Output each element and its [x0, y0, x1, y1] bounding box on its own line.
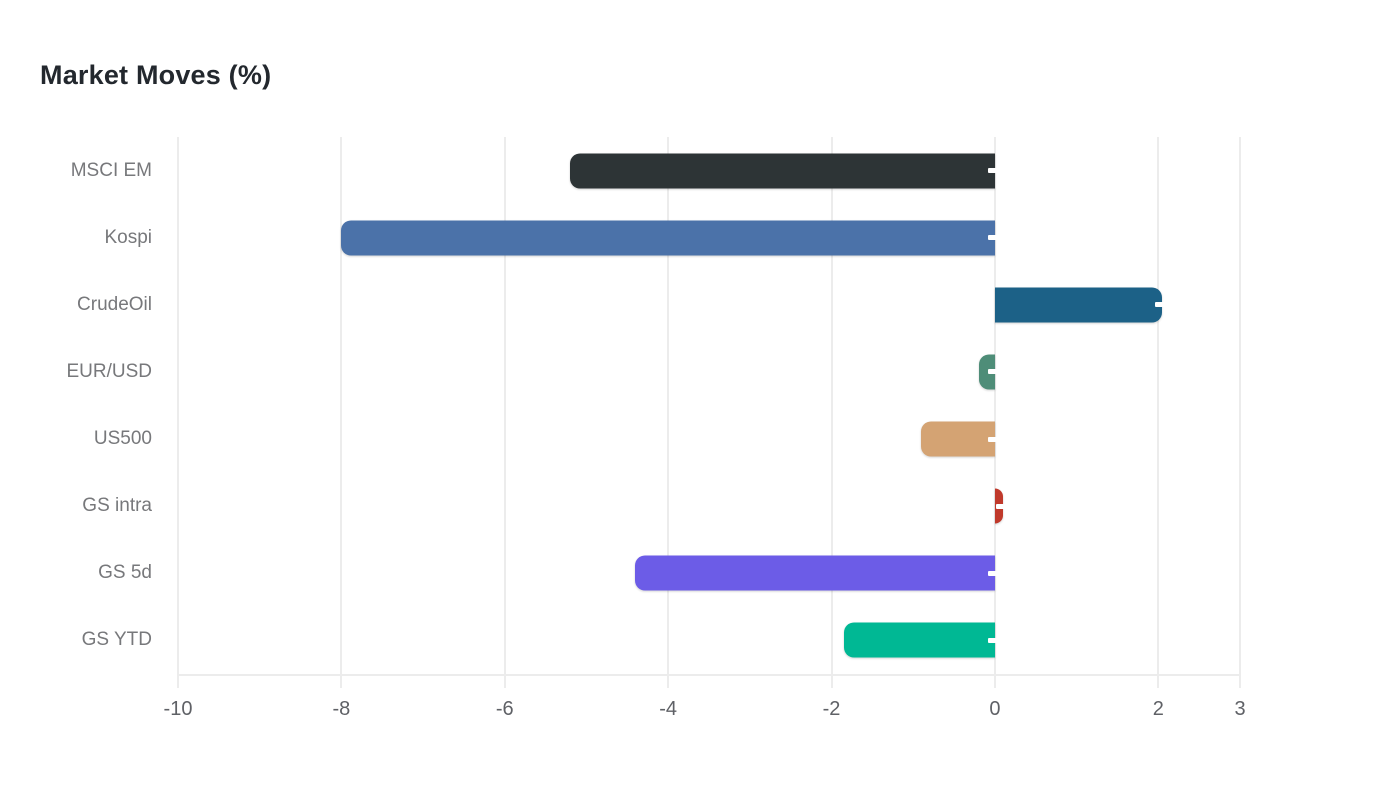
x-tick-label: -8: [332, 698, 351, 720]
category-label: Kospi: [104, 226, 152, 248]
x-axis-line: [178, 674, 1240, 676]
x-gridline: [503, 137, 506, 674]
x-gridline: [1239, 137, 1241, 674]
category-label: EUR/USD: [66, 360, 152, 382]
bar-end-marker: [987, 436, 998, 442]
bar-end-marker: [996, 503, 1007, 509]
bar-eur-usd: [978, 354, 998, 390]
x-axis-tick: [830, 674, 833, 688]
x-axis-tick: [503, 674, 506, 688]
x-axis-tick: [993, 674, 996, 688]
x-gridline: [340, 137, 343, 674]
x-tick-label: 2: [1152, 698, 1164, 720]
bar-us500: [921, 421, 998, 457]
category-label: GS 5d: [98, 562, 152, 584]
x-tick-label: -10: [163, 698, 193, 720]
x-tick-label: 3: [1234, 698, 1246, 720]
bar-end-marker: [987, 570, 998, 576]
bar-end-marker: [987, 637, 998, 643]
x-gridline: [667, 137, 670, 674]
x-gridline: [830, 137, 833, 674]
x-gridline: [1157, 137, 1160, 674]
chart-title: Market Moves (%): [40, 60, 272, 90]
bar-end-marker: [987, 168, 998, 174]
bar-gs-intra: [994, 488, 1007, 524]
bar-msci-em: [570, 153, 998, 189]
bar-end-marker: [987, 369, 998, 375]
category-label: GS YTD: [81, 629, 152, 651]
x-tick-label: -6: [495, 698, 514, 720]
x-tick-label: -2: [822, 698, 841, 720]
bar-gs-5d: [635, 555, 998, 591]
x-gridline: [993, 137, 996, 674]
x-axis-tick: [667, 674, 670, 688]
bar-crudeoil: [994, 287, 1166, 323]
x-axis-tick: [1239, 674, 1241, 688]
x-axis-tick: [1157, 674, 1160, 688]
x-axis-tick: [340, 674, 343, 688]
bar-end-marker: [987, 235, 998, 241]
x-gridline: [177, 137, 179, 674]
category-label: US500: [93, 428, 152, 450]
x-axis-tick: [177, 674, 179, 688]
category-label: MSCI EM: [70, 159, 152, 181]
bar-kospi: [341, 220, 998, 256]
x-tick-label: 0: [989, 698, 1001, 720]
x-tick-label: -4: [659, 698, 678, 720]
bar-end-marker: [1155, 302, 1166, 308]
category-label: CrudeOil: [77, 293, 152, 315]
bar-gs-ytd: [843, 622, 998, 658]
category-label: GS intra: [82, 495, 152, 517]
